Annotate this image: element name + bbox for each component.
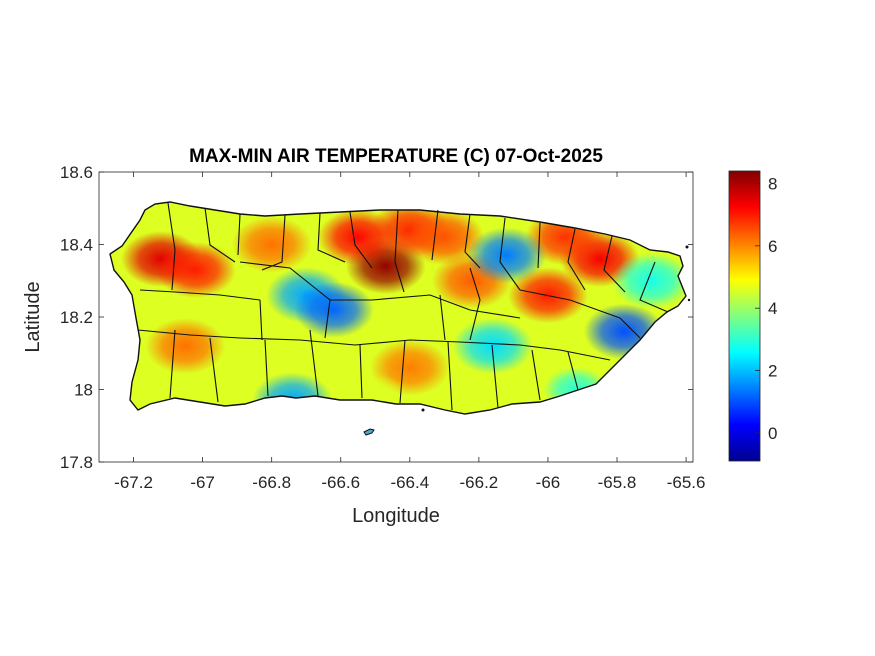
temperature-hotspot (452, 318, 533, 374)
municipal-boundary (567, 228, 586, 291)
y-tick-label: 18.4 (60, 236, 93, 255)
municipal-boundary (459, 341, 611, 361)
municipal-boundary (567, 351, 579, 391)
temperature-hotspot (611, 252, 686, 309)
municipal-boundary (309, 329, 319, 397)
municipal-boundary (204, 207, 236, 263)
temperature-hotspot (231, 216, 312, 273)
municipal-boundary (317, 212, 346, 263)
temperature-hotspot (145, 318, 226, 374)
temperature-hotspot (155, 241, 236, 298)
municipal-boundary (619, 317, 641, 339)
municipal-boundary (137, 329, 241, 339)
x-axis: -67.2 -67 -66.8 -66.6 -66.4 -66.2 -66 -65.8 -65.… (114, 172, 705, 492)
municipal-boundary (239, 261, 372, 301)
colorbar-tick-label: 6 (768, 237, 777, 256)
chart-title: MAX-MIN AIR TEMPERATURE (C) 07-Oct-2025 (189, 146, 603, 167)
municipal-boundary (399, 339, 406, 404)
x-axis-label: Longitude (352, 505, 440, 527)
x-tick-label: -65.6 (667, 473, 706, 492)
islet (685, 245, 689, 249)
x-tick-label: -66.6 (321, 473, 360, 492)
temperature-field (110, 202, 686, 414)
colorbar (728, 170, 761, 462)
y-tick-label: 18.6 (60, 163, 93, 182)
islet (363, 428, 375, 436)
municipal-boundary (447, 341, 453, 411)
colorbar-ticks: 0 2 4 6 8 (755, 174, 777, 443)
municipal-boundary (394, 209, 405, 293)
islet (421, 408, 425, 412)
municipal-boundary (239, 337, 461, 346)
municipal-boundary (639, 261, 669, 313)
municipal-boundary (209, 337, 219, 403)
x-tick-label: -67.2 (114, 473, 153, 492)
x-tick-label: -66.8 (252, 473, 291, 492)
y-axis: 17.8 18 18.2 18.4 18.6 (60, 163, 693, 472)
municipal-boundary (359, 344, 363, 399)
municipal-boundary (259, 299, 263, 341)
municipal-boundary (167, 202, 176, 291)
municipal-boundary (603, 235, 626, 293)
municipal-boundary (169, 329, 176, 399)
municipal-boundary (469, 267, 481, 341)
temperature-hotspot (404, 209, 485, 266)
municipal-boundary (139, 289, 261, 301)
colorbar-tick-label: 4 (768, 299, 777, 318)
islet (687, 298, 691, 302)
municipal-boundary (531, 349, 541, 401)
colorbar-tick-label: 8 (768, 174, 777, 193)
municipal-boundary (519, 289, 621, 319)
x-tick-label: -66.2 (460, 473, 499, 492)
coastline (109, 201, 687, 415)
municipal-boundary (431, 209, 439, 261)
x-tick-label: -67 (190, 473, 215, 492)
municipal-boundary (439, 294, 446, 341)
x-tick-label: -66.4 (390, 473, 429, 492)
municipal-boundaries (137, 202, 669, 411)
municipal-boundary (464, 213, 481, 269)
x-tick-label: -66 (536, 473, 561, 492)
municipal-boundary (499, 217, 521, 291)
municipal-boundary (537, 222, 541, 269)
temperature-hotspot (293, 281, 374, 338)
y-axis-label: Latitude (22, 281, 44, 352)
y-tick-label: 18.2 (60, 308, 93, 327)
x-tick-label: -65.8 (598, 473, 637, 492)
y-tick-label: 17.8 (60, 453, 93, 472)
temperature-hotspot (466, 227, 547, 284)
municipal-boundary (264, 339, 269, 397)
colorbar-tick-label: 0 (768, 424, 777, 443)
municipal-boundary (324, 299, 331, 339)
municipal-boundary (371, 294, 521, 319)
municipal-boundary (349, 211, 373, 269)
municipal-boundary (237, 213, 241, 256)
municipal-boundary (491, 344, 499, 409)
y-tick-label: 18 (74, 381, 93, 400)
municipal-boundary (261, 214, 286, 271)
colorbar-tick-label: 2 (768, 362, 777, 381)
